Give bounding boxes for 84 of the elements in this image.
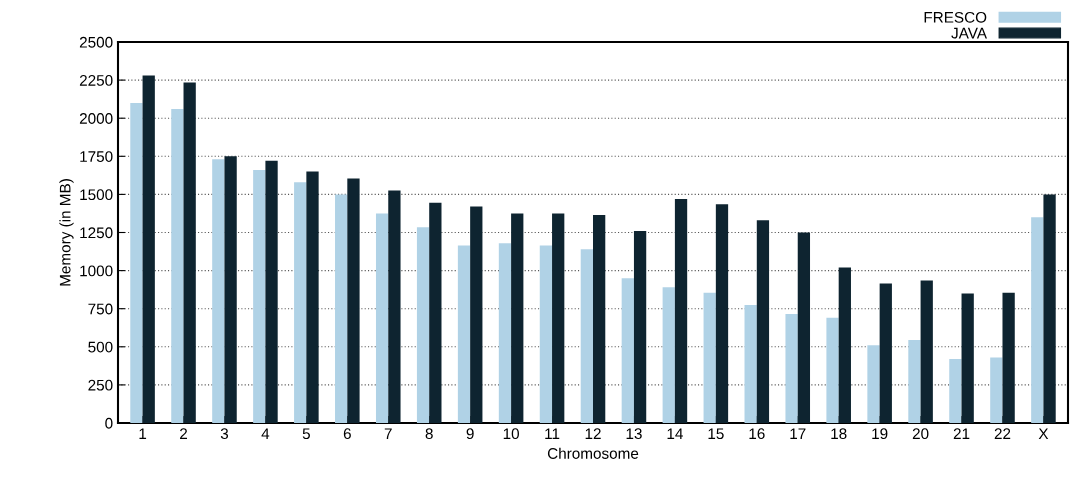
bar [457,245,471,423]
y-tick-label: 1750 [80,151,113,162]
bar [171,109,184,423]
bar [961,293,974,423]
bar [539,245,553,423]
bar [294,182,307,423]
x-tick-label: 12 [585,428,601,439]
bar [797,232,811,423]
x-tick-label: 19 [872,428,888,440]
bar [212,159,225,423]
y-tick-label: 2500 [79,36,113,48]
x-tick-label: 10 [503,428,519,440]
bar [388,190,401,423]
bar [867,345,880,423]
x-tick-label: 21 [953,428,970,439]
y-tick-label: 1250 [80,227,113,239]
x-axis-title: Chromosome [547,447,639,459]
bar [306,171,319,423]
bar [920,280,933,423]
bar [1002,292,1015,423]
x-tick-label: 16 [749,428,765,440]
y-axis-title: Memory (in MB) [59,179,74,286]
bar [785,314,798,423]
bar [416,227,430,423]
legend-label: FRESCO [924,11,987,23]
y-tick-label: 1500 [80,189,113,201]
bar [253,170,266,423]
bar [142,75,155,423]
bar [633,230,647,423]
x-tick-label: 18 [831,428,847,440]
x-tick-label: 7 [384,428,392,439]
bar [744,304,757,423]
x-tick-label: 11 [545,428,560,439]
x-tick-label: 2 [180,428,187,439]
bar [580,249,593,423]
bar [552,213,565,423]
y-tick-label: 0 [105,417,113,429]
bar [429,202,442,423]
x-tick-label: 15 [708,428,724,440]
y-tick-label: 2000 [79,113,113,124]
bar [703,292,716,423]
bar [335,194,348,423]
y-tick-label: 750 [88,303,113,315]
bar [183,82,196,423]
bar [498,243,512,423]
y-tick-label: 2250 [79,74,113,86]
bar [674,198,688,423]
bar [621,278,634,423]
bar [347,178,360,423]
x-tick-label: 4 [261,428,270,439]
y-tick-label: 1000 [80,265,113,277]
x-tick-label: 3 [220,428,229,440]
x-tick-label: 22 [994,428,1011,439]
bar [511,213,524,423]
bar [375,213,389,423]
bar [470,206,483,423]
x-tick-label: 8 [425,428,433,440]
bar [756,220,770,423]
bar [130,102,143,423]
x-tick-label: 20 [912,428,929,440]
y-tick-label: 500 [88,341,113,353]
bar [1031,217,1044,423]
bar [838,267,851,423]
bar [662,287,675,423]
x-tick-label: 17 [790,428,806,439]
x-tick-label: X [1038,428,1049,439]
x-tick-label: 14 [667,428,683,439]
bar [265,160,278,423]
x-tick-label: 5 [302,428,310,440]
x-tick-label: 6 [343,428,351,440]
x-tick-label: 13 [626,428,642,440]
bar [715,204,729,423]
bar [990,357,1003,423]
bar [593,214,606,423]
bar [949,358,962,423]
y-tick-label: 250 [88,379,113,391]
bar [826,317,839,423]
bar [224,156,237,423]
bar [1043,194,1056,423]
bar [879,283,892,423]
x-tick-label: 9 [466,428,474,440]
bar [908,339,921,423]
legend-label: JAVA [951,27,987,39]
x-tick-label: 1 [139,428,147,439]
